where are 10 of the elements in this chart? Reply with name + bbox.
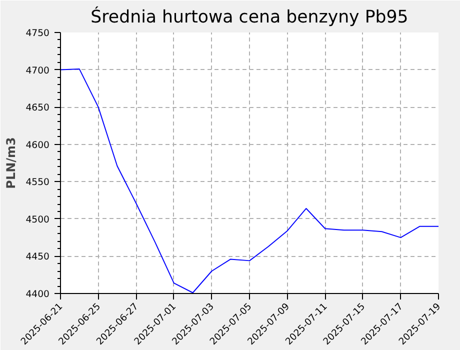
y-tick-label: 4500 bbox=[26, 214, 50, 226]
y-tick-label: 4700 bbox=[26, 65, 50, 76]
y-axis-title: PLN/m3 bbox=[4, 137, 18, 189]
y-tick-label: 4650 bbox=[26, 102, 50, 114]
y-tick-label: 4450 bbox=[26, 252, 50, 263]
y-tick-label: 4750 bbox=[26, 28, 50, 39]
y-tick-label: 4550 bbox=[26, 177, 50, 188]
y-tick-label: 4400 bbox=[26, 289, 50, 300]
y-tick-label: 4600 bbox=[26, 140, 50, 151]
chart-title: Średnia hurtowa cena benzyny Pb95 bbox=[90, 6, 408, 28]
